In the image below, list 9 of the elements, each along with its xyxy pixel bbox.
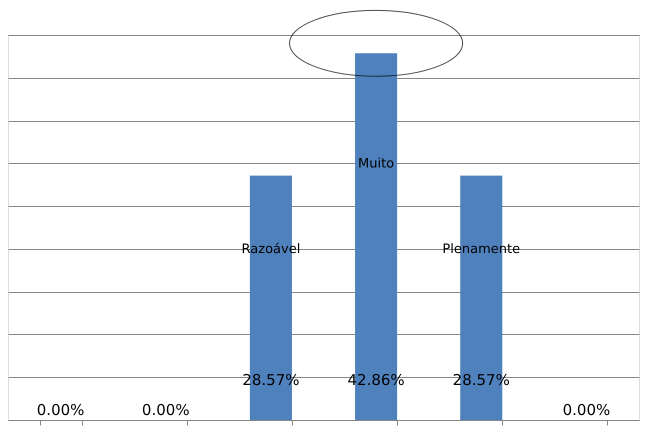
x-tick-label: Plenamente — [442, 242, 520, 257]
data-label: 0.00% — [36, 401, 84, 419]
data-label: 28.57% — [452, 371, 510, 389]
data-label: 42.86% — [347, 371, 405, 389]
data-label: 28.57% — [242, 371, 300, 389]
data-label: 0.00% — [562, 401, 610, 419]
x-tick-label: Razoável — [242, 242, 300, 257]
x-tick-label: Muito — [358, 156, 394, 172]
data-label: 0.00% — [142, 401, 190, 419]
